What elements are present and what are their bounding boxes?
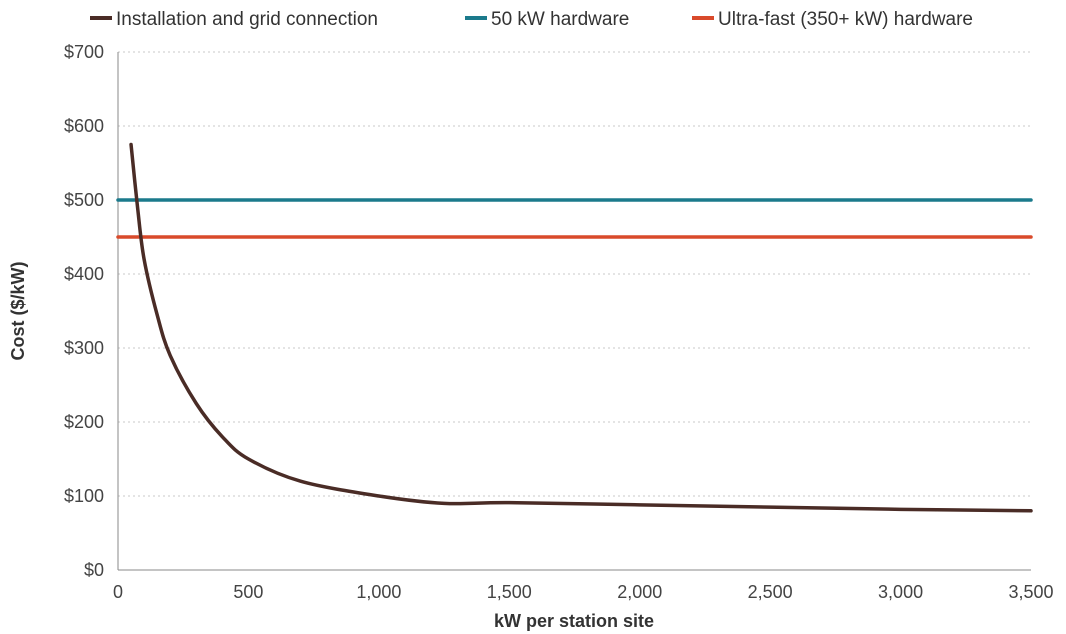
series-layer (116, 142, 1033, 513)
x-tick-label: 3,500 (1008, 582, 1053, 602)
legend: Installation and grid connection 50 kW ha… (90, 9, 973, 30)
x-axis-title: kW per station site (494, 611, 654, 631)
y-tick-label: $300 (64, 338, 104, 358)
y-tick-label: $700 (64, 42, 104, 62)
x-tick-label: 2,000 (617, 582, 662, 602)
x-tick-label: 1,000 (356, 582, 401, 602)
x-tick-label: 500 (233, 582, 263, 602)
gridlines (118, 51, 1031, 497)
x-tick-label: 3,000 (878, 582, 923, 602)
axes: $0 $100 $200 $300 $400 $500 $600 $700 0 500 1,000 1… (64, 42, 1054, 602)
y-tick-label: $0 (84, 560, 104, 580)
y-tick-label: $400 (64, 264, 104, 284)
legend-label: Ultra-fast (350+ kW) hardware (718, 9, 973, 30)
y-tick-label: $200 (64, 412, 104, 432)
x-tick-label: 1,500 (487, 582, 532, 602)
x-tick-label: 0 (113, 582, 123, 602)
y-axis-title: Cost ($/kW) (8, 261, 28, 360)
series-line-0 (129, 142, 1033, 513)
y-tick-label: $100 (64, 486, 104, 506)
legend-label: 50 kW hardware (491, 9, 629, 30)
y-tick-label: $600 (64, 116, 104, 136)
legend-label: Installation and grid connection (116, 9, 378, 30)
y-tick-label: $500 (64, 190, 104, 210)
x-tick-label: 2,500 (748, 582, 793, 602)
